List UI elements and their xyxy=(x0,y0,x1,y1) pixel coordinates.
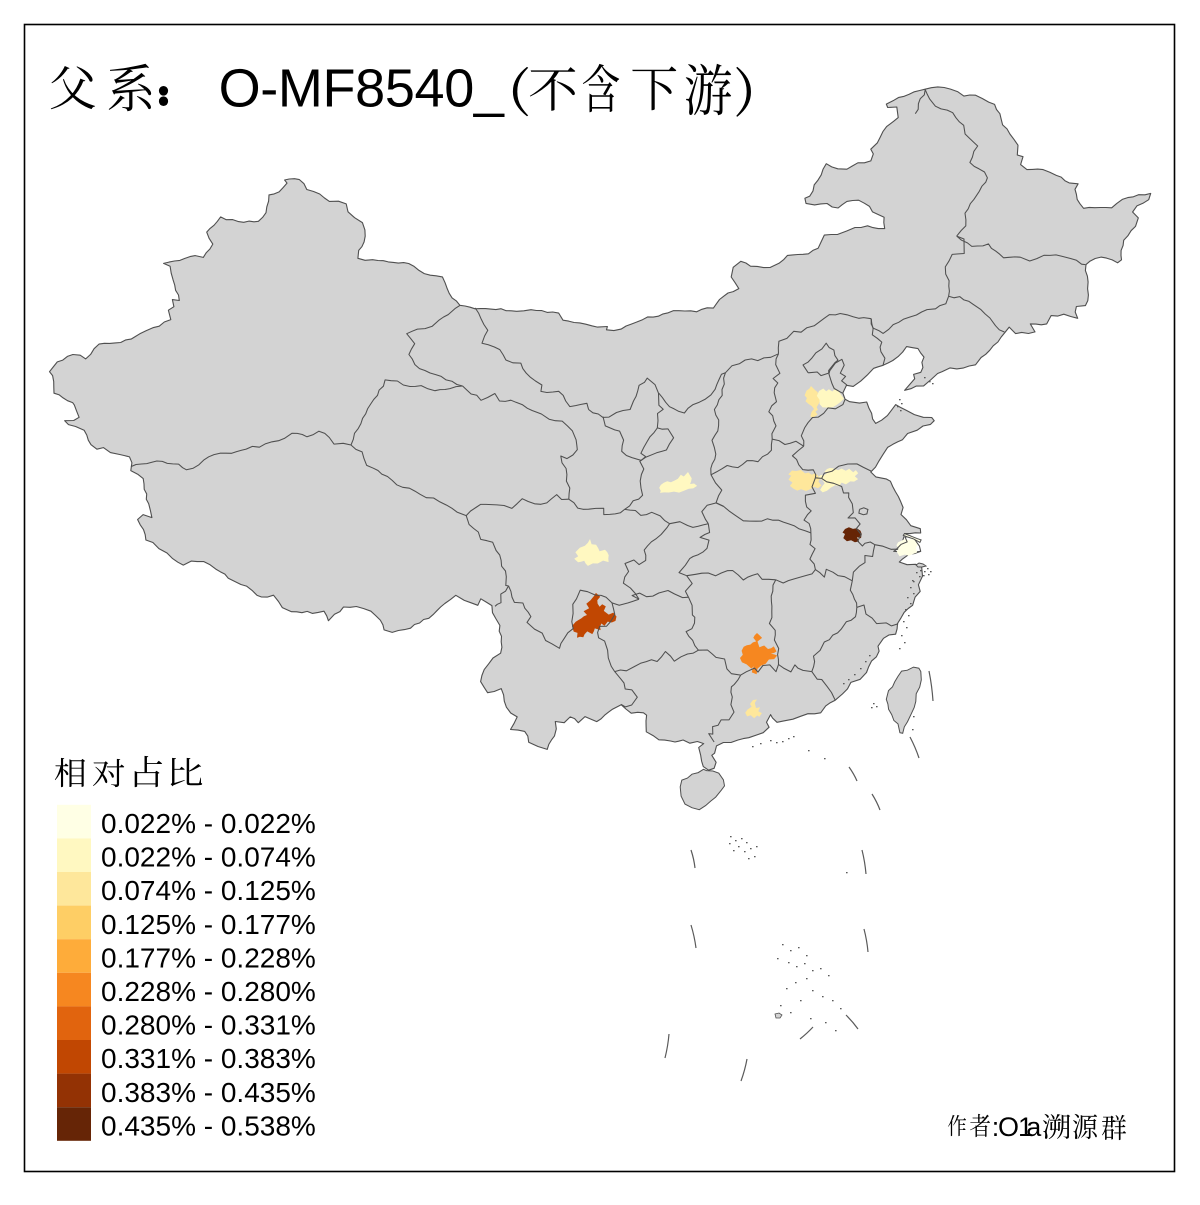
svg-text:0.383% - 0.435%: 0.383% - 0.435% xyxy=(101,1077,316,1108)
svg-text:0.177% - 0.228%: 0.177% - 0.228% xyxy=(101,942,316,973)
svg-text:0.228% - 0.280%: 0.228% - 0.280% xyxy=(101,976,316,1007)
svg-text::: : xyxy=(992,1112,1000,1142)
svg-text:0.280% - 0.331%: 0.280% - 0.331% xyxy=(101,1010,316,1041)
svg-text:O-MF8540_: O-MF8540_ xyxy=(219,59,505,119)
svg-text:0.125% - 0.177%: 0.125% - 0.177% xyxy=(101,909,316,940)
svg-text:0.022% - 0.074%: 0.022% - 0.074% xyxy=(101,842,316,873)
svg-text:0.022% - 0.022%: 0.022% - 0.022% xyxy=(101,808,316,839)
svg-text:a: a xyxy=(1026,1112,1042,1142)
svg-text:O: O xyxy=(998,1112,1019,1142)
svg-text:1: 1 xyxy=(1018,1112,1033,1142)
svg-text:0.074% - 0.125%: 0.074% - 0.125% xyxy=(101,875,316,906)
svg-text:0.331% - 0.383%: 0.331% - 0.383% xyxy=(101,1043,316,1074)
svg-text:0.435% - 0.538%: 0.435% - 0.538% xyxy=(101,1110,316,1141)
